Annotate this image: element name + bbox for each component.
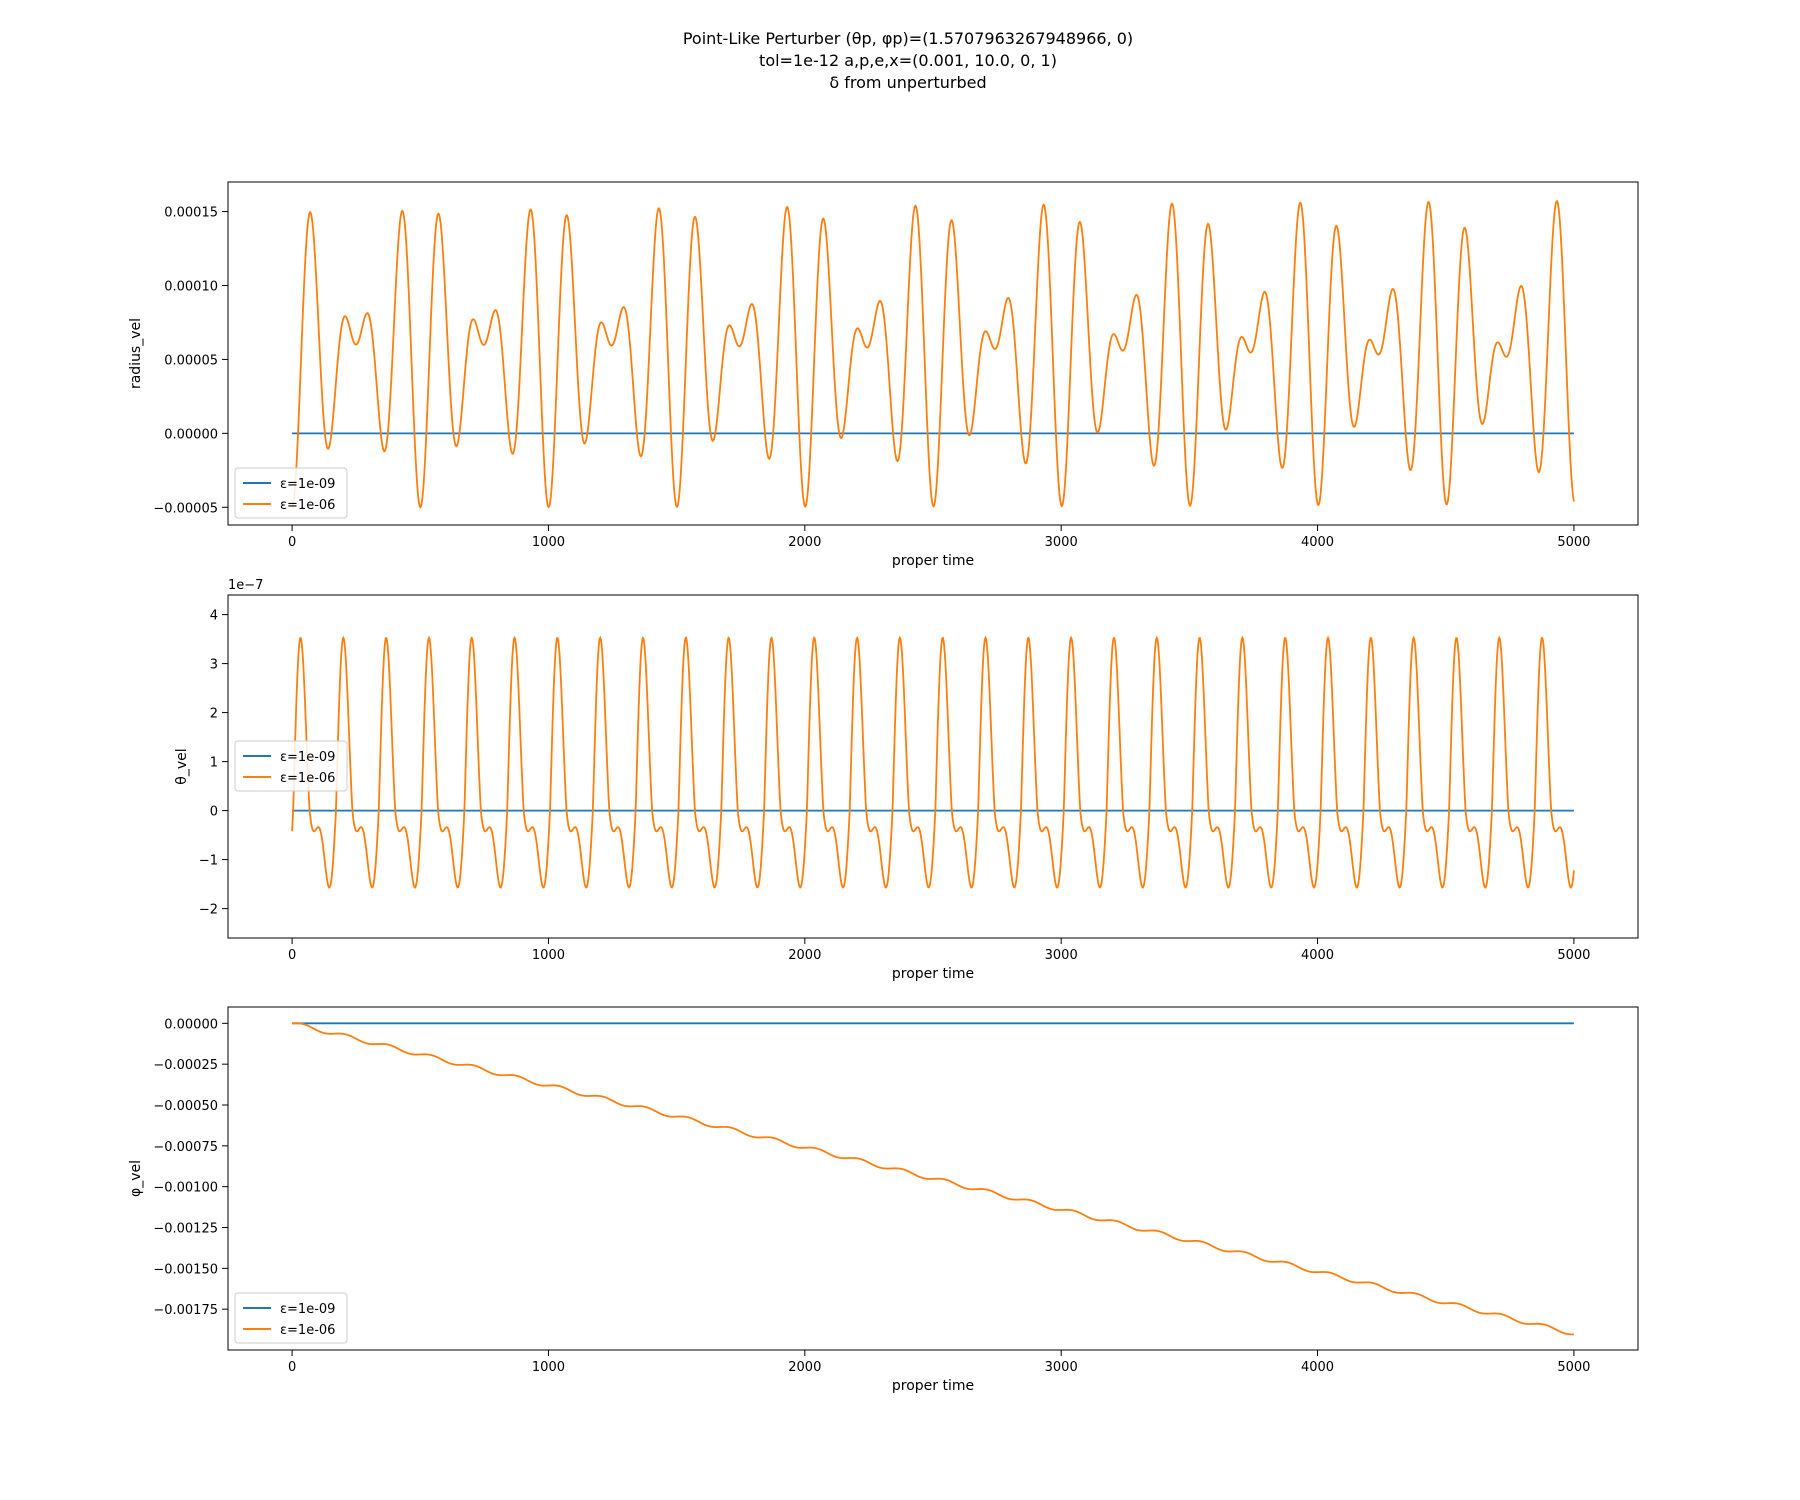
y-tick-label: 2	[210, 707, 218, 722]
y-tick-label: −0.00125	[153, 1222, 218, 1237]
axes-frame	[227, 594, 1639, 939]
y-tick-label: 0.00015	[164, 206, 218, 221]
series-line-2	[292, 1022, 1574, 1336]
y-tick-label: 0.00000	[164, 1017, 218, 1032]
legend-entry: ε=1e-09	[280, 477, 335, 492]
legend: ε=1e-09 ε=1e-06	[234, 740, 348, 792]
y-tick-label: 4	[210, 609, 218, 624]
title-line-2: tol=1e-12 a,p,e,x=(0.001, 10.0, 0, 1)	[759, 51, 1057, 70]
x-tick-label: 4000	[1301, 535, 1334, 550]
legend-entry: ε=1e-09	[280, 750, 335, 765]
y-tick-label: −0.00150	[153, 1262, 218, 1277]
legend-box	[234, 740, 348, 792]
x-axis-label: proper time	[892, 1378, 974, 1394]
figure-title: Point-Like Perturber (θp, φp)=(1.5707963…	[683, 29, 1133, 92]
x-tick-label: 5000	[1557, 535, 1590, 550]
y-axis-label: radius_vel	[128, 318, 144, 389]
legend: ε=1e-09 ε=1e-06	[234, 1292, 348, 1344]
y-tick-label: 0.00000	[164, 427, 218, 442]
legend-box	[234, 1292, 348, 1344]
x-tick-label: 3000	[1045, 948, 1078, 963]
title-line-3: δ from unperturbed	[829, 73, 986, 92]
x-axis-label: proper time	[892, 553, 974, 569]
legend-box	[234, 467, 348, 519]
subplots: 0 1000 2000 3000 4000 5000−0.000050.000000.00…	[128, 181, 1639, 1394]
y-tick-label: 0.00010	[164, 279, 218, 294]
x-axis-label: proper time	[892, 966, 974, 982]
subplot-1: 0 1000 2000 3000 4000 5000 −0.00005 0.00000 0.00…	[128, 181, 1639, 569]
legend-entry: ε=1e-06	[280, 1323, 335, 1338]
x-tick-label: 2000	[788, 948, 821, 963]
x-tick-label: 2000	[788, 535, 821, 550]
y-tick-label: −0.00100	[153, 1181, 218, 1196]
legend: ε=1e-09 ε=1e-06	[234, 467, 348, 519]
y-tick-label: −0.00050	[153, 1099, 218, 1114]
axes-frame	[227, 181, 1639, 526]
x-tick-label: 1000	[532, 1360, 565, 1375]
y-tick-label: 3	[210, 658, 218, 673]
y-tick-label: −2	[199, 903, 218, 918]
legend-entry: ε=1e-09	[280, 1302, 335, 1317]
x-tick-label: 3000	[1045, 1360, 1078, 1375]
x-tick-label: 1000	[532, 948, 565, 963]
x-tick-label: 4000	[1301, 948, 1334, 963]
y-offset-label: 1e−7	[228, 578, 263, 593]
series-line-2	[291, 635, 1575, 889]
x-tick-label: 1000	[532, 535, 565, 550]
title-line-1: Point-Like Perturber (θp, φp)=(1.5707963…	[683, 29, 1133, 48]
x-tick-label: 5000	[1557, 948, 1590, 963]
y-tick-label: −0.00175	[153, 1303, 218, 1318]
subplot-2: 0 1000 2000 3000 4000 5000 −2 −1 0 1 2 3 4 proper tim…	[174, 578, 1639, 982]
y-tick-label: 0.00005	[164, 353, 218, 368]
y-tick-label: 1	[210, 756, 218, 771]
x-tick-label: 0	[288, 948, 296, 963]
x-tick-label: 3000	[1045, 535, 1078, 550]
x-tick-label: 0	[288, 1360, 296, 1375]
y-tick-label: −0.00075	[153, 1140, 218, 1155]
series-line-2	[291, 199, 1575, 509]
legend-entry: ε=1e-06	[280, 498, 335, 513]
axes-frame	[227, 1006, 1639, 1351]
x-tick-label: 5000	[1557, 1360, 1590, 1375]
y-tick-label: −0.00025	[153, 1058, 218, 1073]
x-tick-label: 4000	[1301, 1360, 1334, 1375]
y-tick-label: −1	[199, 854, 218, 869]
y-tick-label: 0	[210, 805, 218, 820]
x-tick-label: 2000	[788, 1360, 821, 1375]
x-tick-label: 0	[288, 535, 296, 550]
y-axis-label: φ_vel	[128, 1160, 144, 1197]
subplot-3: 0 1000 2000 3000 4000 5000 0.00000 −0.00025 −0.0…	[128, 1006, 1639, 1394]
y-axis-label: θ_vel	[174, 748, 190, 784]
y-tick-label: −0.00005	[153, 501, 218, 516]
legend-entry: ε=1e-06	[280, 771, 335, 786]
